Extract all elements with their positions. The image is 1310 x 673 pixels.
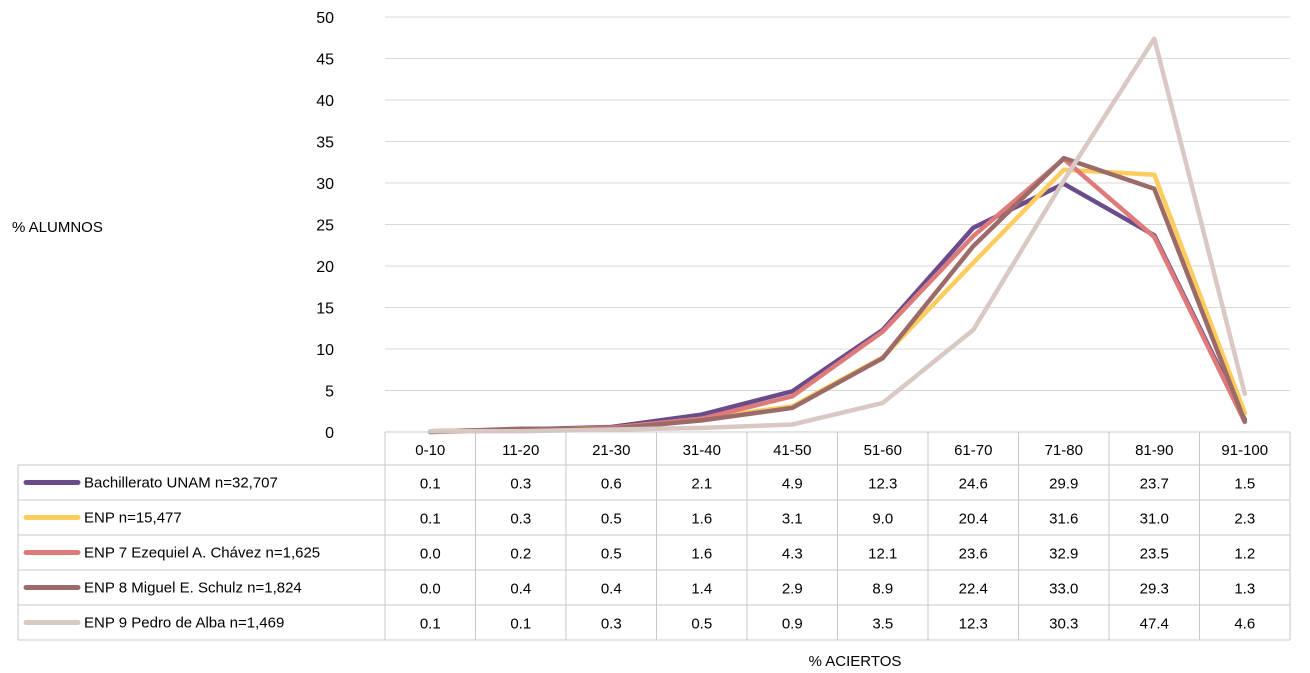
data-label: 1.3: [1234, 581, 1255, 598]
legend-entry: ENP 7 Ezequiel A. Chávez n=1,625: [84, 545, 320, 562]
data-label: 23.5: [1140, 546, 1169, 563]
y-tick-label: 20: [316, 259, 334, 276]
y-tick-label: 45: [316, 52, 334, 69]
data-label: 23.6: [959, 546, 988, 563]
data-label: 0.1: [420, 616, 441, 633]
x-tick-label: 51-60: [864, 442, 902, 459]
y-tick-label: 50: [316, 10, 334, 27]
data-label: 4.3: [782, 546, 803, 563]
x-tick-label: 91-100: [1221, 442, 1268, 459]
data-label: 29.3: [1140, 581, 1169, 598]
series-line-3: [428, 156, 1248, 435]
y-tick-label: 0: [325, 425, 334, 442]
x-tick-label: 11-20: [502, 442, 539, 459]
data-label: 12.3: [868, 476, 897, 493]
data-label: 9.0: [872, 511, 893, 528]
data-label: 30.3: [1049, 616, 1078, 633]
x-axis-title: % ACIERTOS: [809, 653, 902, 670]
y-tick-label: 30: [316, 176, 334, 193]
data-table: 0-10 11-20 21-30 31-40 41-50 51-60 61-70 71-80 8…: [17, 431, 1291, 641]
data-label: 0.2: [510, 546, 531, 563]
x-tick-label: 0-10: [415, 442, 445, 459]
data-label: 0.5: [601, 511, 622, 528]
data-label: 2.1: [691, 476, 712, 493]
x-tick-label: 71-80: [1045, 442, 1083, 459]
data-label: 1.4: [691, 581, 712, 598]
data-label: 0.3: [510, 476, 531, 493]
data-label: 1.2: [1234, 546, 1255, 563]
data-label: 0.0: [420, 546, 441, 563]
series-line-5: [428, 36, 1248, 434]
data-label: 0.1: [510, 616, 531, 633]
data-label: 3.5: [872, 616, 893, 633]
series-lines: [428, 36, 1248, 435]
y-tick-label: 40: [316, 93, 334, 110]
data-label: 3.1: [782, 511, 803, 528]
data-label: 0.5: [601, 546, 622, 563]
data-label: 23.7: [1140, 476, 1169, 493]
x-tick-label: 31-40: [683, 442, 721, 459]
x-tick-label: 61-70: [954, 442, 992, 459]
data-label: 20.4: [959, 511, 988, 528]
data-label: 31.0: [1140, 511, 1169, 528]
data-label: 29.9: [1049, 476, 1078, 493]
data-label: 2.3: [1234, 511, 1255, 528]
data-label: 2.9: [782, 581, 803, 598]
legend-entry: ENP 8 Miguel E. Schulz n=1,824: [84, 580, 302, 597]
data-label: 0.4: [601, 581, 622, 598]
data-label: 47.4: [1140, 616, 1169, 633]
data-label: 31.6: [1049, 511, 1078, 528]
legend-entry: Bachillerato UNAM n=32,707: [84, 475, 278, 492]
data-label: 0.1: [420, 511, 441, 528]
data-label: 0.0: [420, 581, 441, 598]
data-label: 0.9: [782, 616, 803, 633]
data-label: 1.6: [691, 511, 712, 528]
gridlines: [385, 16, 1290, 391]
x-tick-label: 81-90: [1135, 442, 1173, 459]
y-tick-label: 10: [316, 342, 334, 359]
x-tick-label: 21-30: [592, 442, 630, 459]
data-label: 22.4: [959, 581, 988, 598]
y-tick-label: 15: [316, 301, 334, 318]
y-tick-label: 5: [325, 384, 334, 401]
data-label: 32.9: [1049, 546, 1078, 563]
y-tick-label: 25: [316, 218, 334, 235]
legend-entry: ENP 9 Pedro de Alba n=1,469: [84, 615, 284, 632]
y-axis-title: % ALUMNOS: [12, 219, 103, 236]
data-label: 12.3: [959, 616, 988, 633]
x-tick-label: 41-50: [773, 442, 811, 459]
y-axis: 0 5 10 15 20 25 30 35 40 45 50: [316, 10, 334, 442]
data-label: 0.1: [420, 476, 441, 493]
data-label: 4.9: [782, 476, 803, 493]
data-label: 1.5: [1234, 476, 1255, 493]
data-label: 8.9: [872, 581, 893, 598]
data-label: 0.3: [601, 616, 622, 633]
y-tick-label: 35: [316, 135, 334, 152]
data-label: 12.1: [868, 546, 897, 563]
data-label: 4.6: [1234, 616, 1255, 633]
data-label: 33.0: [1049, 581, 1078, 598]
data-label: 24.6: [959, 476, 988, 493]
data-label: 0.6: [601, 476, 622, 493]
data-label: 0.4: [510, 581, 531, 598]
legend-entry: ENP n=15,477: [84, 510, 182, 527]
data-label: 0.3: [510, 511, 531, 528]
data-label: 1.6: [691, 546, 712, 563]
data-label: 0.5: [691, 616, 712, 633]
